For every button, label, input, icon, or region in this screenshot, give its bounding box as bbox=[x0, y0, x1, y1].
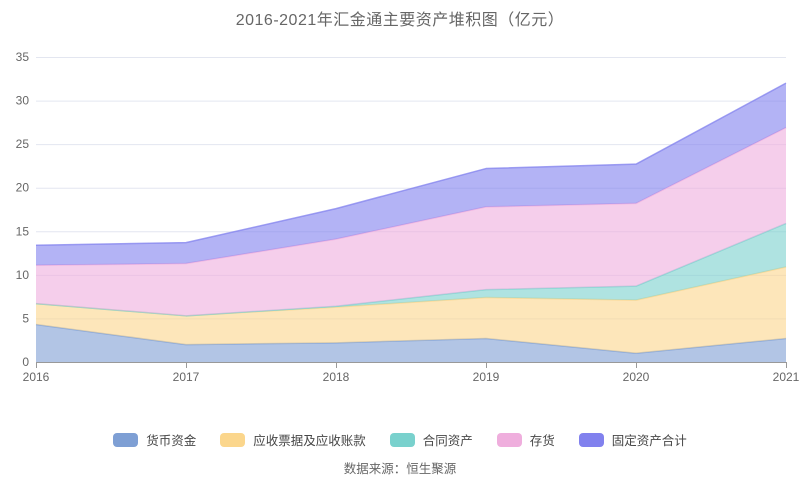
y-axis-tick-label: 35 bbox=[16, 50, 30, 64]
y-axis-tick-label: 15 bbox=[16, 224, 30, 238]
legend-label: 应收票据及应收账款 bbox=[253, 434, 366, 448]
chart-legend: 货币资金 应收票据及应收账款 合同资产 存货 固定资产合计 bbox=[0, 430, 800, 449]
area-series-4 bbox=[36, 83, 786, 266]
y-axis-tick-label: 20 bbox=[16, 181, 30, 195]
y-axis-tick-label: 25 bbox=[16, 137, 30, 151]
legend-swatch-icon bbox=[496, 432, 522, 447]
data-source-label: 数据来源：恒生聚源 bbox=[343, 462, 457, 476]
x-axis-tick-label: 2019 bbox=[473, 370, 500, 384]
area-series-3 bbox=[36, 127, 786, 316]
legend-item-4[interactable]: 固定资产合计 bbox=[578, 430, 687, 449]
legend-label: 合同资产 bbox=[422, 434, 473, 448]
chart-title: 2016-2021年汇金通主要资产堆积图（亿元） bbox=[235, 12, 565, 29]
y-axis-tick-label: 5 bbox=[22, 311, 29, 325]
area-series-2 bbox=[36, 223, 786, 316]
legend-label: 固定资产合计 bbox=[611, 434, 687, 448]
area-series-1 bbox=[36, 267, 786, 354]
legend-label: 存货 bbox=[529, 434, 555, 448]
y-axis-tick-label: 30 bbox=[16, 94, 30, 108]
legend-swatch-icon bbox=[220, 432, 246, 447]
legend-label: 货币资金 bbox=[146, 434, 197, 448]
x-axis-tick-label: 2021 bbox=[773, 370, 800, 384]
y-axis-tick-label: 10 bbox=[16, 268, 30, 282]
legend-item-0[interactable]: 货币资金 bbox=[113, 430, 196, 449]
legend-swatch-icon bbox=[113, 432, 139, 447]
y-axis-tick-label: 0 bbox=[22, 355, 29, 369]
x-axis-tick-label: 2016 bbox=[23, 370, 50, 384]
legend-swatch-icon bbox=[578, 432, 604, 447]
legend-item-3[interactable]: 存货 bbox=[496, 430, 555, 449]
line-series-3 bbox=[35, 126, 787, 267]
legend-swatch-icon bbox=[389, 432, 415, 447]
x-axis-tick-label: 2020 bbox=[623, 370, 650, 384]
legend-item-2[interactable]: 合同资产 bbox=[389, 430, 473, 449]
x-axis-tick-label: 2018 bbox=[323, 370, 350, 384]
stacked-area-chart: 0 5 10 15 20 25 30 35 2016 2017 2018 2019 2020 2021 bbox=[16, 50, 800, 384]
legend-item-1[interactable]: 应收票据及应收账款 bbox=[220, 430, 366, 449]
area-series-0 bbox=[36, 324, 786, 362]
line-series-4 bbox=[35, 82, 787, 246]
x-axis-tick-label: 2017 bbox=[173, 370, 200, 384]
